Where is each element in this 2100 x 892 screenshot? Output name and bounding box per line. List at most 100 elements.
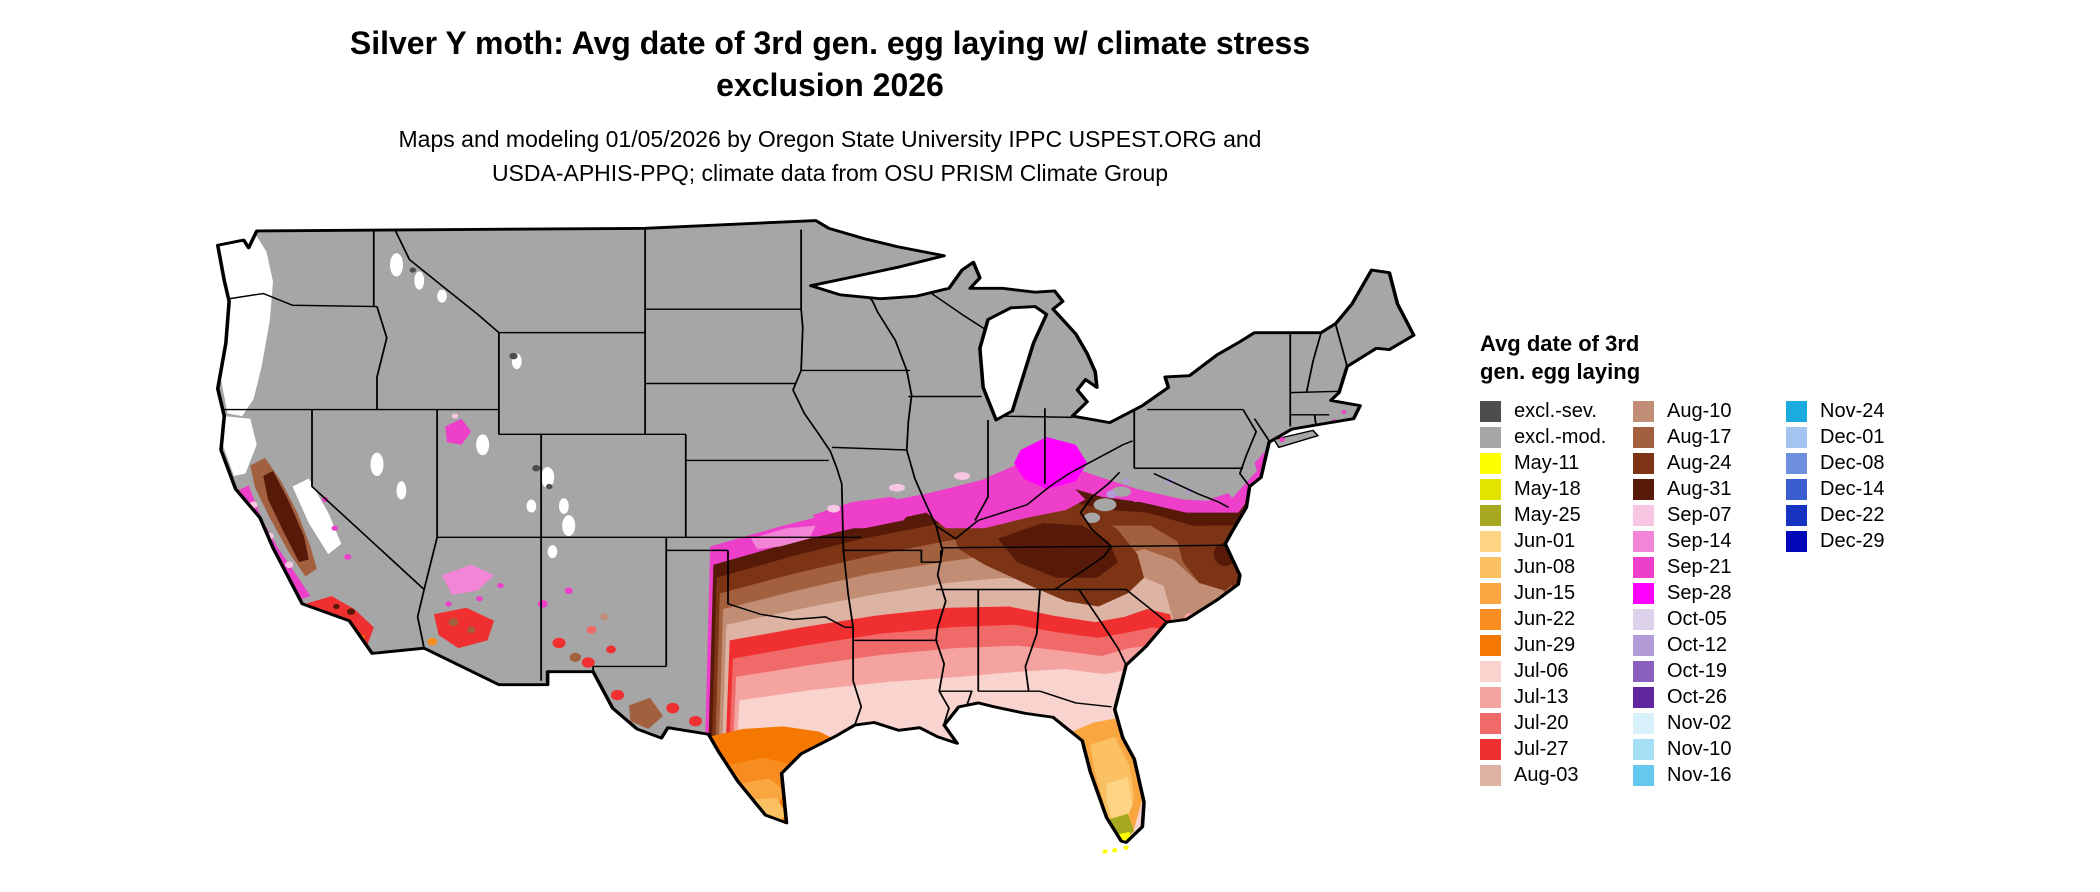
- legend-swatch: [1633, 686, 1654, 708]
- legend-swatch: [1633, 764, 1654, 786]
- map-region-sep-21: [1132, 496, 1140, 503]
- map-region-sep-21: [497, 582, 504, 589]
- map-region-sep-07: [827, 504, 841, 513]
- florida-keys-dot: [1102, 849, 1108, 854]
- map-region-jun-29: [675, 737, 684, 745]
- map-region-no-data: [222, 416, 257, 477]
- map-region-sep-21: [812, 496, 917, 529]
- legend-swatch: [1633, 738, 1654, 760]
- map-region-aug-17: [628, 697, 663, 730]
- legend-label: Nov-02: [1667, 711, 1732, 734]
- legend-entry: Nov-16: [1633, 762, 1786, 788]
- map-region-sep-28: [1014, 436, 1088, 490]
- legend-label: Jul-20: [1514, 711, 1569, 734]
- legend-heading-line-1: Avg date of 3rd: [1480, 331, 1640, 356]
- map-region-aug-17: [467, 626, 476, 634]
- legend-label: Jun-29: [1514, 633, 1576, 656]
- legend-entry: May-18: [1480, 476, 1633, 502]
- legend-label: Jun-01: [1514, 529, 1576, 552]
- legend-swatch: [1480, 556, 1501, 578]
- map-region-no-data: [559, 498, 569, 514]
- map-region-no-data: [292, 478, 342, 555]
- map-region-jul-27: [689, 715, 702, 727]
- legend-label: Dec-08: [1820, 451, 1885, 474]
- legend-label: Aug-17: [1667, 425, 1732, 448]
- legend-entry: Sep-14: [1633, 528, 1786, 554]
- legend-label: May-25: [1514, 503, 1581, 526]
- legend-swatch: [1633, 556, 1654, 578]
- map-region-jul-27: [666, 702, 680, 714]
- legend-column-3: Nov-24 Dec-01 Dec-08 Dec-14 Dec-22 Dec-29: [1786, 398, 1916, 788]
- legend-label: May-18: [1514, 477, 1581, 500]
- legend-entry: May-25: [1480, 502, 1633, 528]
- map-region-oct-12: [242, 509, 249, 516]
- legend-label: Aug-03: [1514, 763, 1579, 786]
- legend-label: Jun-22: [1514, 607, 1576, 630]
- map-region-jul-27: [611, 689, 624, 701]
- legend-swatch: [1480, 400, 1501, 422]
- map-region-jun-29: [694, 742, 703, 750]
- map-legend: Avg date of 3rd gen. egg laying excl.-se…: [1480, 330, 1916, 788]
- map-region-oct-12: [1122, 478, 1130, 485]
- legend-label: Nov-16: [1667, 763, 1732, 786]
- map-region-sep-21: [445, 418, 472, 445]
- page-subtitle: Maps and modeling 01/05/2026 by Oregon S…: [0, 122, 1660, 190]
- legend-swatch: [1633, 400, 1654, 422]
- legend-swatch: [1633, 452, 1654, 474]
- legend-entry: Jul-20: [1480, 710, 1633, 736]
- map-region-jun-01: [1106, 777, 1133, 826]
- map-region-sep-07: [451, 413, 459, 419]
- legend-swatch: [1480, 660, 1501, 682]
- map-region-no-data: [476, 434, 490, 456]
- legend-entry: Jul-06: [1480, 658, 1633, 684]
- map-region-sep-14: [442, 564, 494, 595]
- map-region-oct-12: [260, 538, 267, 544]
- map-region-may-11: [1116, 832, 1133, 843]
- map-region-excl-sev-: [509, 352, 518, 360]
- legend-swatch: [1633, 530, 1654, 552]
- legend-swatch: [1480, 608, 1501, 630]
- map-region-sep-21: [1248, 496, 1257, 503]
- legend-label: Sep-14: [1667, 529, 1732, 552]
- map-region-excl-sev-: [546, 483, 553, 490]
- legend-label: Dec-29: [1820, 529, 1885, 552]
- map-region-no-data: [437, 289, 447, 303]
- map-region-sep-07: [285, 561, 294, 568]
- legend-label: Sep-28: [1667, 581, 1732, 604]
- legend-swatch: [1633, 634, 1654, 656]
- map-region-aug-31: [333, 603, 340, 610]
- map-region-no-data: [414, 271, 425, 290]
- legend-entry: Aug-24: [1633, 450, 1786, 476]
- legend-entry: Jun-01: [1480, 528, 1633, 554]
- legend-entry: Jun-15: [1480, 580, 1633, 606]
- legend-swatch: [1480, 686, 1501, 708]
- legend-swatch: [1480, 764, 1501, 786]
- map-region-sep-21: [445, 601, 452, 607]
- legend-swatch: [1786, 452, 1807, 474]
- map-region-aug-10: [600, 613, 609, 621]
- state-borders: [224, 228, 1348, 726]
- legend-label: Sep-07: [1667, 503, 1732, 526]
- legend-entry: Nov-10: [1633, 736, 1786, 762]
- legend-swatch: [1633, 426, 1654, 448]
- map-region-sep-21: [1098, 482, 1105, 488]
- legend-swatch: [1786, 400, 1807, 422]
- map-region-sep-21: [926, 478, 1086, 529]
- legend-entry: Oct-26: [1633, 684, 1786, 710]
- map-region-jun-29: [339, 628, 350, 637]
- legend-entry: Dec-08: [1786, 450, 1916, 476]
- legend-entry: Dec-29: [1786, 528, 1916, 554]
- legend-swatch: [1633, 712, 1654, 734]
- legend-label: Jul-27: [1514, 737, 1569, 760]
- us-map-svg: [215, 219, 1416, 854]
- legend-swatch: [1786, 426, 1807, 448]
- legend-heading: Avg date of 3rd gen. egg laying: [1480, 330, 1916, 386]
- legend-columns: excl.-sev. excl.-mod. May-11 May-18 May-25 Ju…: [1480, 398, 1916, 788]
- florida-keys-dot: [1123, 845, 1129, 850]
- legend-swatch: [1480, 504, 1501, 526]
- legend-label: Jun-15: [1514, 581, 1576, 604]
- legend-label: Dec-14: [1820, 477, 1885, 500]
- legend-entry: Aug-10: [1633, 398, 1786, 424]
- map-region-sep-21: [476, 596, 483, 602]
- us-outline: [215, 219, 1416, 844]
